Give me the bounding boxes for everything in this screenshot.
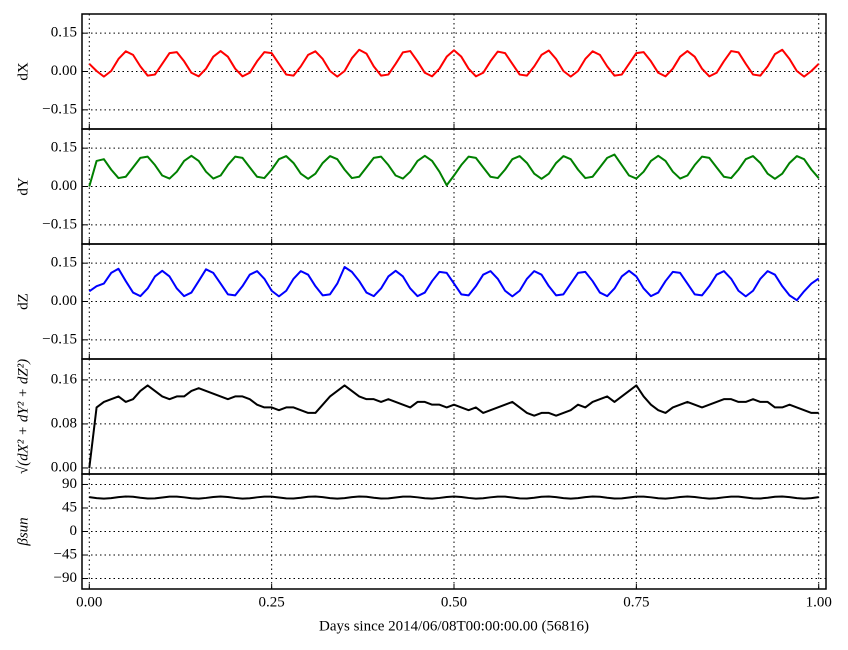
- y-tick-label: −45: [54, 546, 77, 562]
- y-tick-label: 0.00: [51, 178, 77, 194]
- y-tick-label: 0.00: [51, 459, 77, 475]
- x-tick-label: 0.50: [441, 594, 467, 610]
- y-axis-label: dZ: [15, 293, 31, 310]
- y-tick-label: 45: [62, 499, 77, 515]
- y-tick-label: −90: [54, 570, 77, 586]
- data-line: [88, 266, 820, 302]
- y-axis-label: √(dX² + dY² + dZ²): [15, 359, 31, 474]
- data-line: [88, 48, 820, 78]
- data-line: [88, 153, 820, 187]
- axes-frame: [81, 13, 827, 130]
- y-tick-label: −0.15: [42, 216, 77, 232]
- x-tick-label: 1.00: [806, 594, 832, 610]
- x-tick-label: 0.25: [259, 594, 285, 610]
- y-tick-label: 0.00: [51, 63, 77, 79]
- y-tick-label: 0: [70, 523, 78, 539]
- x-axis-label: Days since 2014/06/08T00:00:00.00 (56816…: [319, 618, 589, 634]
- y-tick-label: −0.15: [42, 331, 77, 347]
- y-tick-label: 0.08: [51, 415, 77, 431]
- axes-frame: [81, 243, 827, 360]
- y-tick-label: 0.15: [51, 140, 77, 156]
- data-line: [88, 384, 819, 469]
- x-tick-label: 0.75: [623, 594, 649, 610]
- y-tick-label: −0.15: [42, 101, 77, 117]
- y-tick-label: 90: [62, 476, 77, 492]
- y-tick-label: 0.15: [51, 25, 77, 41]
- axes-frame: [81, 128, 827, 245]
- data-line: [89, 495, 819, 500]
- y-axis-label: βsun: [15, 517, 31, 546]
- y-tick-label: 0.00: [51, 293, 77, 309]
- y-axis-label: dX: [15, 62, 31, 81]
- y-tick-label: 0.15: [51, 255, 77, 271]
- axes-frame: [81, 473, 827, 590]
- y-tick-label: 0.16: [51, 371, 78, 387]
- x-tick-label: 0.00: [76, 594, 102, 610]
- y-axis-label: dY: [15, 177, 31, 196]
- axes-frame: [81, 358, 827, 475]
